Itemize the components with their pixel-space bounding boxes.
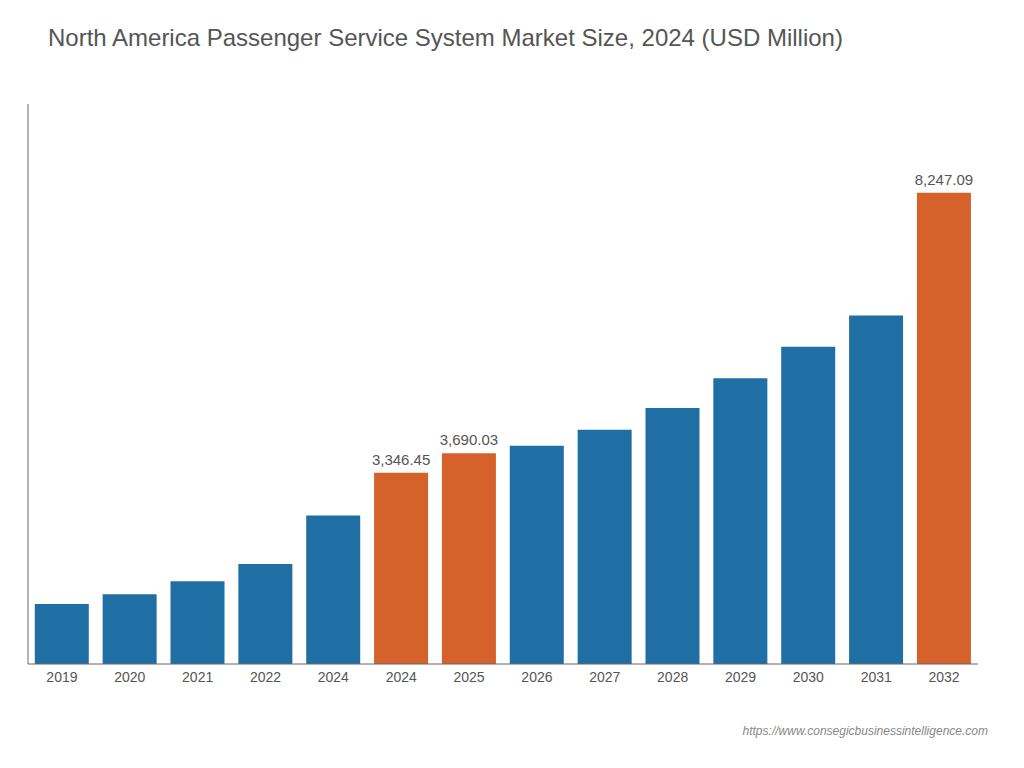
svg-text:2026: 2026 bbox=[521, 669, 552, 685]
html-text:North America Passenger Servic: North America Passenger Service System M… bbox=[48, 24, 843, 51]
svg-text:3,346.45: 3,346.45 bbox=[372, 451, 430, 468]
svg-text:8,247.09: 8,247.09 bbox=[915, 171, 973, 188]
svg-text:2032: 2032 bbox=[928, 669, 959, 685]
svg-text:2020: 2020 bbox=[114, 669, 145, 685]
svg-text:3,690.03: 3,690.03 bbox=[440, 431, 498, 448]
svg-text:2019: 2019 bbox=[46, 669, 77, 685]
svg-text:2021: 2021 bbox=[182, 669, 213, 685]
svg-text:2024: 2024 bbox=[386, 669, 417, 685]
svg-text:2028: 2028 bbox=[657, 669, 688, 685]
svg-text:2030: 2030 bbox=[793, 669, 824, 685]
svg-text:2025: 2025 bbox=[453, 669, 484, 685]
svg-text:2022: 2022 bbox=[250, 669, 281, 685]
html-text:https://www.consegicbusinessin: https://www.consegicbusinessintelligence… bbox=[742, 724, 988, 738]
svg-text:2024: 2024 bbox=[318, 669, 349, 685]
svg-text:2029: 2029 bbox=[725, 669, 756, 685]
svg-text:2027: 2027 bbox=[589, 669, 620, 685]
svg-text:2031: 2031 bbox=[861, 669, 892, 685]
